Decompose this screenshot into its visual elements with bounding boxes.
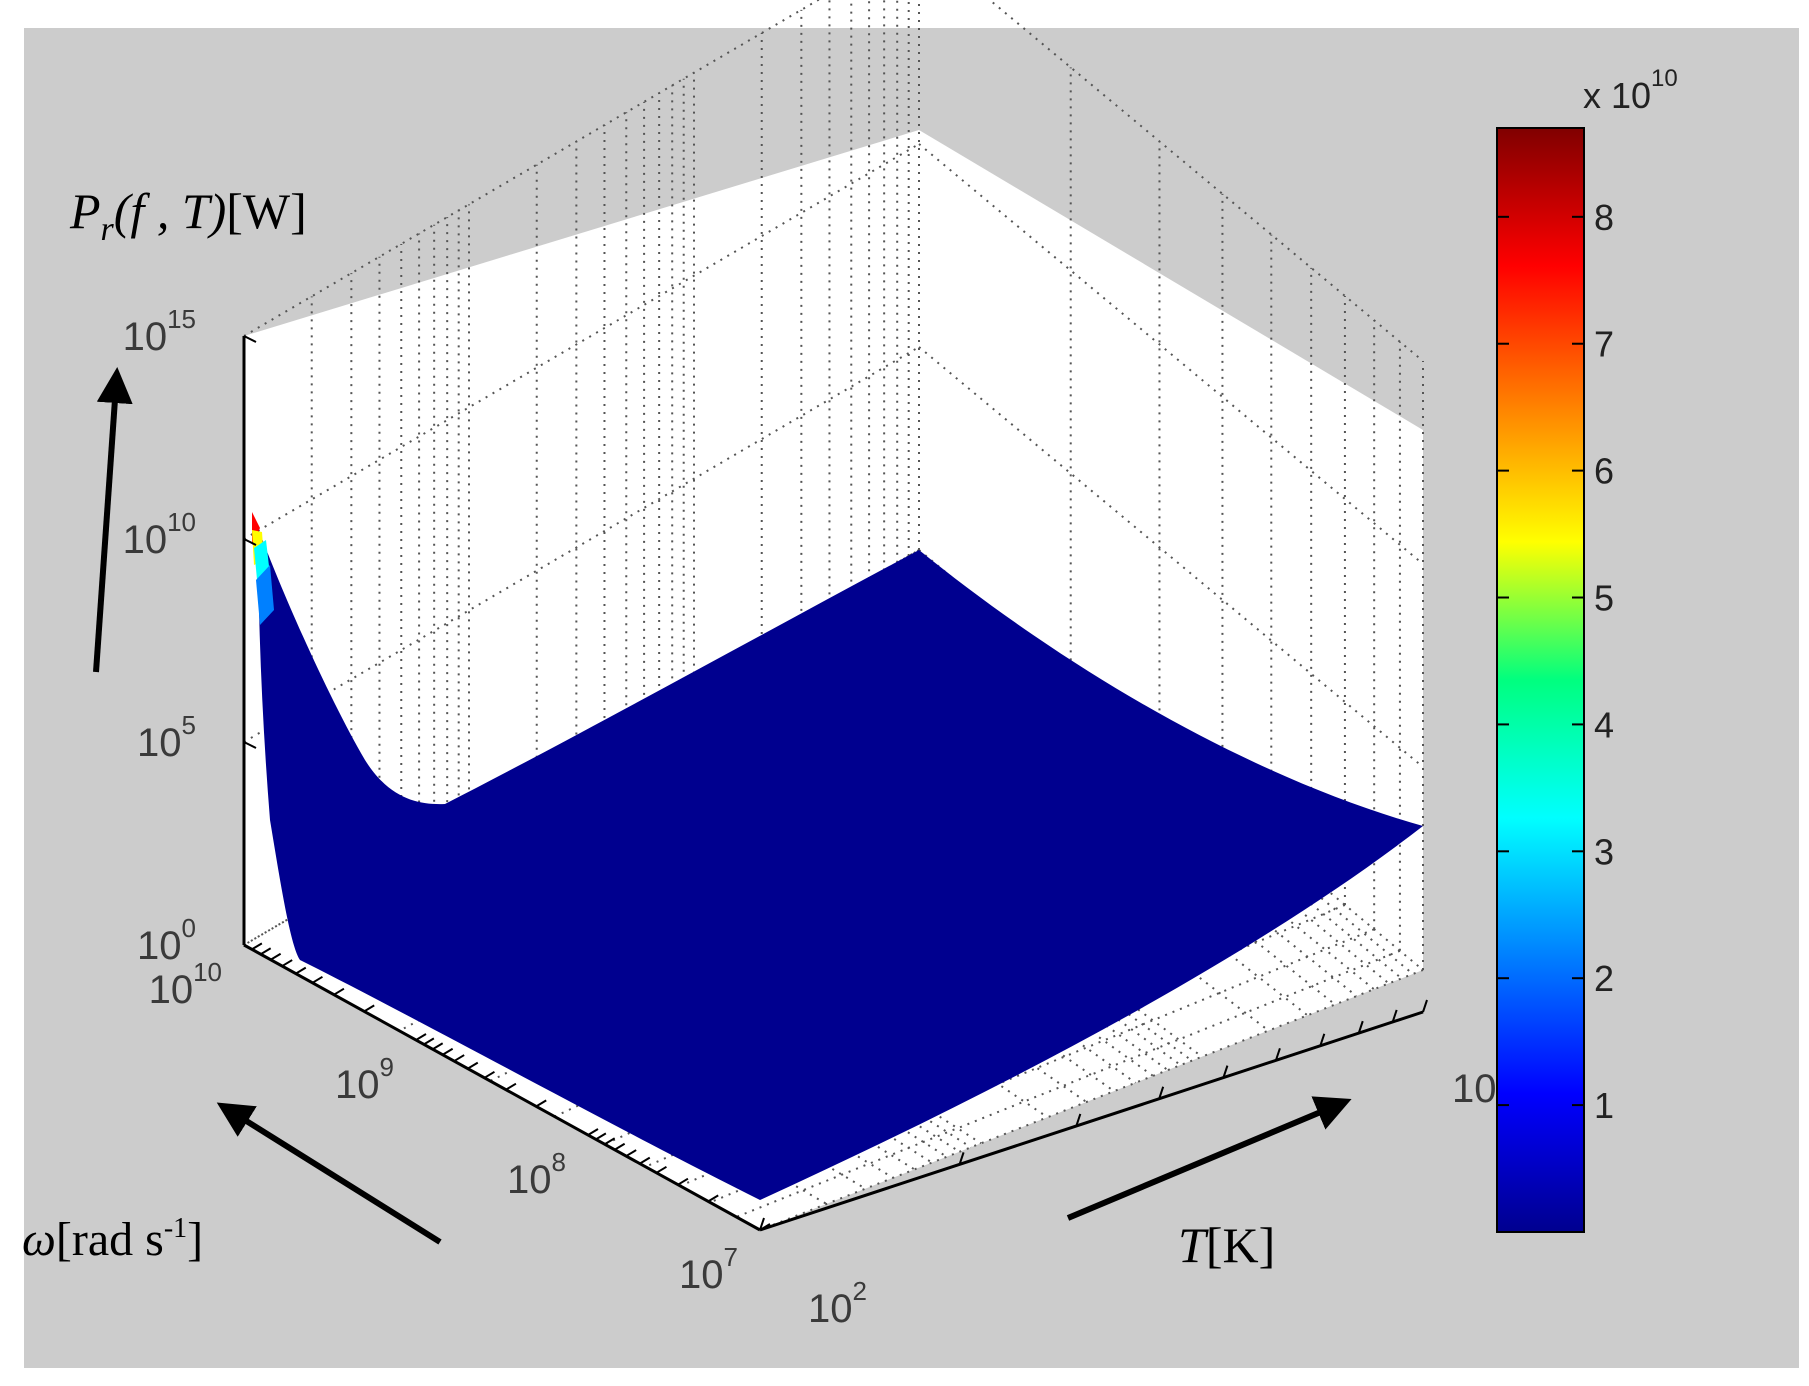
omega-minor-tick xyxy=(467,1061,479,1070)
back-right-pane xyxy=(919,130,1423,970)
omega-tick-label: 109 xyxy=(335,1052,394,1107)
temperature-minor-tick xyxy=(1357,1020,1364,1034)
omega-unit-close: ] xyxy=(187,1213,203,1266)
omega-minor-tick xyxy=(707,1194,719,1203)
back-left-pane xyxy=(244,130,919,945)
colorbar-tick-label: 5 xyxy=(1594,578,1614,619)
colorbar-ticks: 1 2 3 4 5 6 7 8 xyxy=(1497,197,1614,1126)
temperature-minor-tick xyxy=(1391,1009,1398,1023)
colorbar-tick-label: 7 xyxy=(1594,324,1614,365)
omega-minor-tick xyxy=(505,1082,517,1091)
z-label-args: (f , T) xyxy=(114,183,227,239)
omega-direction-arrow xyxy=(216,1102,442,1245)
z-tick-mark xyxy=(243,335,257,343)
z-label-sub: r xyxy=(101,211,115,248)
colorbar-tick-label: 6 xyxy=(1594,451,1614,492)
colorbar-tick-label: 8 xyxy=(1594,197,1614,238)
z-axis-label: Pr(f , T)[W] xyxy=(69,183,307,248)
omega-minor-tick xyxy=(453,1054,465,1062)
omega-minor-tick xyxy=(363,1004,375,1013)
z-tick-mark xyxy=(243,741,257,749)
omega-minor-tick xyxy=(483,1070,495,1079)
omega-minor-tick xyxy=(625,1149,637,1157)
omega-minor-tick xyxy=(281,959,293,967)
direction-arrows xyxy=(93,367,1352,1245)
surface-peak-blue xyxy=(256,565,274,625)
z-tick-label: 105 xyxy=(137,710,196,765)
surface-fill xyxy=(258,528,1423,1200)
omega-minor-tick xyxy=(655,1165,667,1174)
colorbar-multiplier-exp: 10 xyxy=(1651,65,1678,92)
axis-lines xyxy=(242,336,1424,1232)
z-direction-arrow xyxy=(93,367,133,673)
omega-tick-label: 1010 xyxy=(149,957,222,1012)
z-label-main: P xyxy=(69,183,101,239)
temperature-tick-label: 102 xyxy=(808,1276,867,1331)
omega-minor-tick xyxy=(260,947,272,956)
temperature-minor-tick xyxy=(1158,1086,1165,1100)
surface xyxy=(252,512,1423,1200)
omega-unit: [rad s xyxy=(56,1213,164,1266)
colorbar-tick-label: 3 xyxy=(1594,831,1614,872)
omega-minor-tick xyxy=(251,942,263,951)
omega-minor-tick xyxy=(270,952,282,961)
omega-minor-tick xyxy=(677,1177,689,1186)
temperature-minor-tick xyxy=(759,1217,765,1231)
colorbar-fill xyxy=(1496,127,1585,1233)
temperature-axis-label: T[K] xyxy=(1178,1217,1275,1273)
omega-minor-tick xyxy=(535,1099,547,1108)
omega-unit-sup: -1 xyxy=(164,1213,187,1244)
omega-minor-tick xyxy=(595,1132,607,1141)
omega-minor-tick xyxy=(604,1137,616,1146)
omega-tick-label: 108 xyxy=(507,1147,566,1202)
omega-symbol: ω xyxy=(22,1213,56,1266)
colorbar-multiplier-base: x 10 xyxy=(1583,75,1651,116)
z-tick-mark xyxy=(243,944,257,952)
omega-minor-tick xyxy=(639,1156,651,1165)
omega-minor-tick xyxy=(759,1223,771,1231)
colorbar-tick-label: 1 xyxy=(1594,1085,1614,1126)
temperature-direction-arrow xyxy=(1066,1096,1352,1221)
temperature-axis-ticks: 102 10 xyxy=(759,999,1497,1331)
colorbar-tick-label: 4 xyxy=(1594,704,1614,745)
omega-minor-tick xyxy=(442,1047,454,1056)
omega-axis-label: ω[rad s-1] xyxy=(22,1213,203,1266)
omega-minor-tick xyxy=(587,1128,599,1136)
omega-axis-ticks: 107 108 109 1010 xyxy=(149,942,771,1297)
z-tick-label: 1015 xyxy=(123,304,196,359)
temperature-minor-tick xyxy=(1274,1048,1281,1061)
omega-tick-label: 107 xyxy=(679,1242,738,1297)
z-axis-ticks: 100 105 1010 1015 xyxy=(123,304,257,968)
temperature-minor-tick xyxy=(1319,1033,1326,1047)
temperature-minor-tick xyxy=(1222,1065,1229,1078)
colorbar-tick-label: 2 xyxy=(1594,958,1614,999)
temperature-unit: [K] xyxy=(1206,1217,1275,1273)
omega-minor-tick xyxy=(415,1033,427,1041)
temperature-tick-label: 10 xyxy=(1452,1067,1497,1111)
temperature-symbol: T xyxy=(1178,1217,1209,1273)
z-label-unit: [W] xyxy=(226,183,307,239)
z-tick-label: 100 xyxy=(137,913,196,968)
colorbar: x 1010 1 2 3 4 5 6 7 8 xyxy=(1496,65,1678,1233)
z-tick-label: 1010 xyxy=(123,507,196,562)
temperature-minor-tick xyxy=(1075,1113,1082,1127)
omega-minor-tick xyxy=(333,987,345,996)
temperature-minor-tick xyxy=(958,1152,965,1165)
omega-minor-tick xyxy=(423,1037,435,1046)
z-tick-mark xyxy=(243,538,257,546)
colorbar-multiplier: x 1010 xyxy=(1583,65,1678,116)
temperature-minor-tick xyxy=(1422,999,1428,1013)
omega-minor-tick xyxy=(614,1142,626,1151)
omega-minor-tick xyxy=(311,975,323,984)
omega-minor-tick xyxy=(432,1042,444,1051)
omega-minor-tick xyxy=(295,966,307,975)
